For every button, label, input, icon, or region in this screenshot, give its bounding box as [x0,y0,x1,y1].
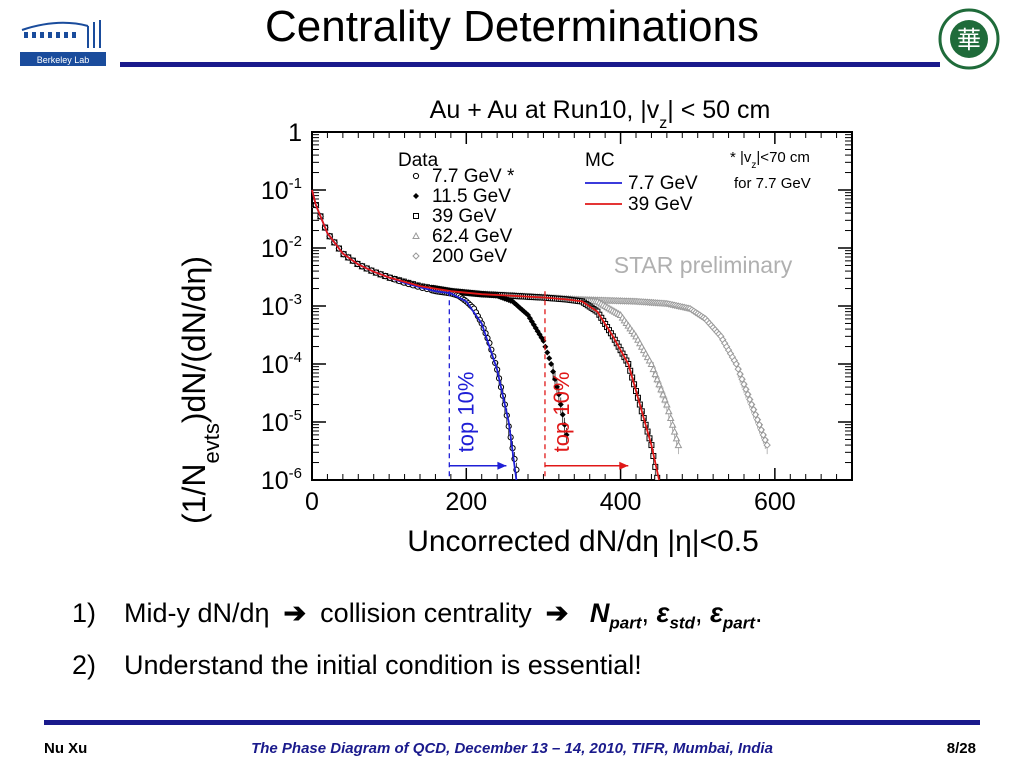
legend-mc-entry: 7.7 GeV [628,173,698,194]
star-preliminary-watermark: STAR preliminary [614,252,793,278]
data-point [546,355,553,362]
legend-note-vz: * |vz|<70 cm [730,149,810,171]
data-point [412,231,420,239]
bullet-1-number: 1) [72,598,97,628]
footer-author: Nu Xu [44,740,88,757]
y-tick-label: 1 [288,119,302,147]
legend-data-entry: 7.7 GeV * [432,166,515,187]
data-point [661,395,669,403]
y-tick-label: 10-2 [261,233,302,263]
data-point [536,331,543,338]
x-tick-label: 200 [445,488,487,516]
legend-data-entry: 39 GeV [432,206,497,227]
y-tick-label: 10-1 [261,175,302,205]
data-point [548,361,555,367]
top-10-percent-label: top 10% [453,372,478,453]
chart-title: Au + Au at Run10, |vz| < 50 cm [430,96,771,132]
y-tick-label: 10-6 [261,465,302,495]
footer-rule [44,720,980,725]
data-point [563,431,570,438]
title-rule [120,62,940,67]
x-tick-label: 0 [305,488,319,516]
data-point [413,213,419,219]
data-point [653,375,662,383]
data-point [561,421,568,428]
data-point [666,414,675,422]
plot-area: 0 200 400 600 1 10-1 10-2 10-3 10-4 10-5 10-6 top 1… [261,119,853,516]
arrow-right-icon: ➔ [283,598,307,628]
y-tick-label: 10-4 [261,349,302,379]
data-point [664,407,673,415]
seal-glyph: 華 [957,27,981,54]
data-point [550,368,557,375]
epsilon-part-symbol: εpart [709,598,756,633]
data-point [649,365,658,373]
legend-data-title: Data [398,150,439,171]
data-point [523,310,530,317]
y-axis-label: (1/Nevts)dN/(dN/dη) [176,256,224,524]
university-seal-logo: 華 [938,8,1000,75]
data-point [532,324,539,331]
epsilon-std-symbol: εstd [656,598,695,633]
legend-data-entry: 200 GeV [432,246,507,267]
n-part-symbol: Npart [589,598,642,633]
data-point [412,252,420,260]
slide-title: Centrality Determinations [265,2,759,51]
bullet-2-number: 2) [72,650,97,680]
x-tick-label: 400 [600,488,642,516]
legend-mc-entry: 39 GeV [628,194,693,215]
data-point [670,427,679,435]
berkeley-lab-wordmark: Berkeley Lab [37,55,90,65]
data-point [553,383,560,390]
y-tick-label: 10-3 [261,291,302,321]
x-tick-label: 600 [754,488,796,516]
data-point [557,401,564,408]
mc-line-39 [311,189,660,481]
data-point [552,376,558,383]
top-10-percent-label: top 10% [549,372,574,453]
data-point [530,321,537,328]
data-point [559,411,566,418]
data-point [412,172,420,180]
data-point [663,400,671,408]
data-point [659,390,667,398]
x-axis-label: Uncorrected dN/dη |η|<0.5 [407,525,759,558]
centrality-chart: Au + Au at Run10, |vz| < 50 cm 0 200 400 60… [176,96,853,558]
y-tick-label: 10-5 [261,407,302,437]
data-point [668,420,677,428]
data-point [647,359,656,367]
footer-page-number: 8/28 [946,740,976,757]
footer-conference: The Phase Diagram of QCD, December 13 – … [251,740,773,757]
data-point [674,441,683,449]
berkeley-lab-logo: Berkeley Lab [18,8,114,73]
cut-arrowhead [497,461,507,470]
data-point [655,380,663,388]
cut-arrowhead [619,461,629,470]
legend-note-energy: for 7.7 GeV [734,175,811,192]
legend-data-entry: 11.5 GeV [432,186,511,207]
legend-mc-title: MC [585,150,615,171]
data-point [672,434,681,442]
legend-data-entry: 62.4 GeV [432,226,513,247]
data-point [555,391,562,398]
data-point [763,441,771,449]
bullet-1-text2: collision centrality [320,598,532,628]
bullet-2-text: Understand the initial condition is esse… [124,650,642,680]
bullet-1-text: Mid-y dN/dη [124,598,270,628]
data-point [651,370,660,378]
arrow-right-icon: ➔ [545,598,569,628]
data-point [544,349,551,356]
data-point [413,193,419,199]
data-point [657,385,665,393]
data-point [517,305,524,312]
